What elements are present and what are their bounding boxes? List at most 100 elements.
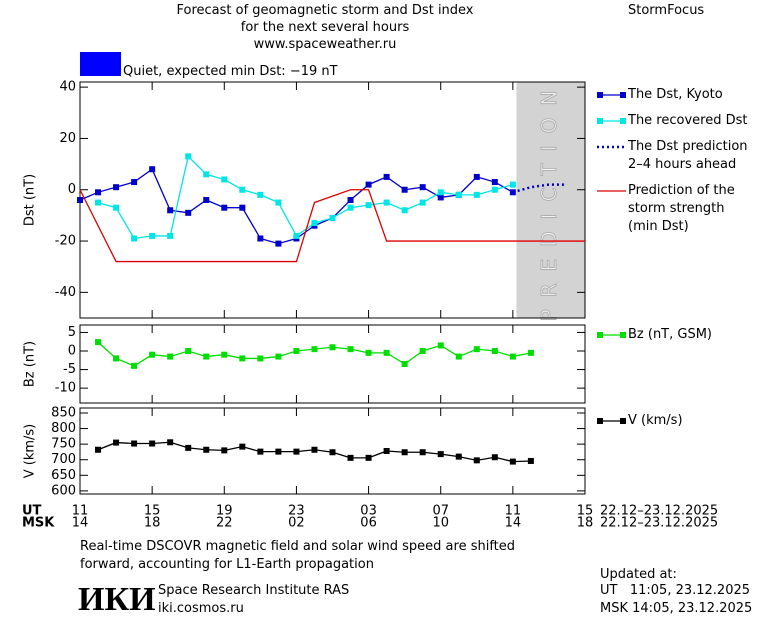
point (365, 181, 372, 188)
point (401, 207, 408, 214)
point (347, 454, 354, 461)
point (131, 179, 138, 186)
point (473, 173, 480, 180)
y-tick-label: 600 (51, 483, 76, 498)
point (293, 232, 300, 239)
point (257, 448, 264, 455)
point (149, 440, 156, 447)
legend-label: V (km/s) (628, 413, 683, 428)
x-tick-label: 11 (72, 504, 89, 519)
legend-marker (620, 332, 626, 338)
point (347, 204, 354, 211)
point (311, 220, 318, 227)
point (491, 186, 498, 193)
point (149, 166, 156, 173)
x-tick-label: 18 (144, 516, 161, 531)
prediction-label: PREDICTION (537, 79, 561, 322)
y-tick-label: 0 (68, 344, 76, 359)
point (401, 449, 408, 456)
point (167, 232, 174, 239)
legend-label: Prediction of the storm strength (min Ds… (628, 183, 735, 234)
y-tick-label: 700 (51, 452, 76, 467)
point (473, 346, 480, 353)
legend-label: The recovered Dst (628, 113, 748, 128)
logo: ИКИ (78, 581, 156, 618)
y-tick-label: -5 (63, 362, 76, 377)
point (437, 342, 444, 349)
y-axis-label: Bz (nT) (23, 341, 38, 387)
site: iki.cosmos.ru (158, 601, 244, 616)
point (509, 353, 516, 360)
point (221, 351, 228, 358)
point (383, 349, 390, 356)
point (131, 362, 138, 369)
x-tick-label: 18 (577, 516, 594, 531)
point (491, 179, 498, 186)
point (95, 339, 102, 346)
point (329, 214, 336, 221)
plot-frame (79, 81, 586, 319)
prediction-band (516, 82, 585, 318)
point (257, 191, 264, 198)
point (221, 447, 228, 454)
legend-label: The Dst, Kyoto (628, 87, 723, 102)
point (419, 348, 426, 354)
point (437, 451, 444, 458)
x-tick-label: 15 (144, 504, 161, 519)
point (239, 355, 246, 362)
point (275, 240, 282, 247)
point (149, 232, 156, 239)
point (491, 348, 498, 354)
legend-label: The Dst prediction 2–4 hours ahead (628, 139, 748, 172)
point (257, 355, 264, 362)
legend-label: Bz (nT, GSM) (628, 327, 713, 342)
legend-marker (597, 418, 603, 424)
point (167, 207, 174, 214)
point (365, 454, 372, 461)
point (275, 448, 282, 455)
y-tick-label: 850 (51, 405, 76, 420)
y-tick-label: -40 (55, 285, 76, 300)
point (131, 235, 138, 242)
point (329, 344, 336, 351)
y-axis-label: Dst (nT) (23, 174, 38, 226)
point (455, 353, 462, 360)
x-tick-label: 14 (72, 516, 89, 531)
x-tick-label: 02 (288, 516, 305, 531)
x-tick-label: 03 (360, 504, 377, 519)
point (149, 351, 156, 358)
point (347, 346, 354, 353)
point (239, 204, 246, 211)
series-line (97, 155, 514, 240)
point (437, 189, 444, 196)
point (383, 199, 390, 206)
date-range: 22.12–23.12.2025 (600, 504, 718, 519)
series-line (79, 168, 514, 245)
y-tick-label: 20 (59, 131, 76, 146)
point (293, 448, 300, 455)
x-tick-label: 07 (432, 504, 449, 519)
point (239, 186, 246, 193)
point (167, 353, 174, 360)
point (311, 446, 318, 453)
point (221, 204, 228, 211)
point (473, 457, 480, 464)
status: Quiet, expected min Dst: −19 nT (123, 64, 338, 79)
legend-marker (597, 332, 603, 338)
point (185, 444, 192, 451)
point (239, 443, 246, 450)
y-tick-label: 40 (59, 80, 76, 95)
point (527, 457, 534, 464)
y-tick-label: -10 (55, 381, 76, 396)
point (383, 448, 390, 454)
point (347, 197, 354, 203)
point (185, 209, 192, 216)
plot-frame (79, 407, 586, 495)
point (113, 184, 120, 191)
point (527, 349, 534, 356)
x-tick-label: 23 (288, 504, 305, 519)
point (95, 446, 102, 453)
point (365, 349, 372, 356)
